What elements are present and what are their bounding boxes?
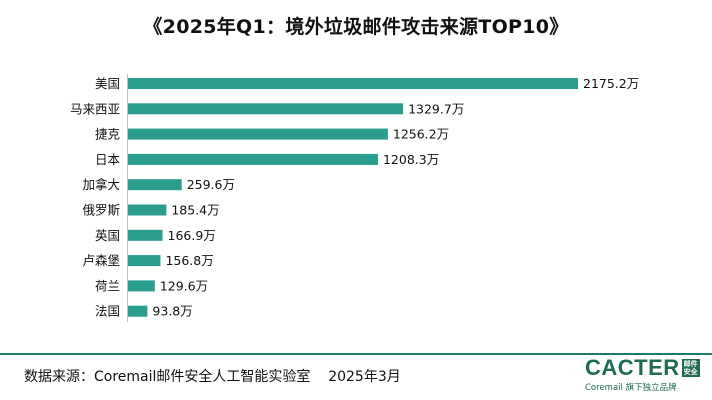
logo-badge: 邮件 安全 — [681, 359, 700, 377]
footer-divider — [0, 353, 712, 355]
data-source-footer: 数据来源：Coremail邮件安全人工智能实验室 2025年3月 — [24, 369, 401, 385]
category-label: 法国 — [95, 304, 120, 319]
logo-sub-text: 旗下独立品牌 — [625, 383, 677, 393]
category-label: 荷兰 — [95, 278, 120, 293]
bar — [128, 103, 404, 115]
bar — [128, 204, 167, 216]
bar — [128, 280, 155, 292]
value-label: 166.9万 — [168, 228, 216, 243]
value-label: 93.8万 — [152, 304, 192, 319]
logo-brand: CACTER — [585, 355, 680, 380]
cacter-logo: CACTER 邮件 安全 Coremail 旗下独立品牌 — [585, 356, 705, 396]
category-label: 马来西亚 — [70, 101, 120, 116]
category-label: 英国 — [95, 228, 120, 243]
bar — [128, 78, 578, 89]
logo-sub-brand: Coremail — [585, 383, 623, 393]
logo-subtitle: Coremail 旗下独立品牌 — [585, 381, 705, 393]
category-label: 日本 — [95, 152, 121, 167]
category-label: 俄罗斯 — [82, 203, 120, 218]
bar — [128, 255, 161, 267]
value-label: 2175.2万 — [583, 76, 639, 91]
value-label: 129.6万 — [160, 278, 208, 293]
logo-badge-top: 邮件 — [683, 360, 698, 368]
value-label: 1256.2万 — [393, 127, 449, 142]
bar — [128, 229, 163, 241]
category-label: 捷克 — [95, 127, 120, 142]
bar — [128, 153, 378, 165]
value-label: 1329.7万 — [408, 101, 464, 116]
logo-badge-bottom: 安全 — [683, 368, 698, 376]
value-label: 259.6万 — [187, 177, 235, 192]
bar — [128, 179, 182, 191]
category-label: 卢森堡 — [82, 253, 120, 268]
bar — [128, 128, 388, 140]
bar — [128, 305, 148, 317]
value-label: 185.4万 — [171, 203, 219, 218]
category-label: 美国 — [95, 76, 120, 91]
category-label: 加拿大 — [82, 177, 120, 192]
value-label: 1208.3万 — [383, 152, 439, 167]
chart-title: 《2025年Q1：境外垃圾邮件攻击来源TOP10》 — [143, 16, 569, 38]
value-label: 156.8万 — [165, 253, 213, 268]
